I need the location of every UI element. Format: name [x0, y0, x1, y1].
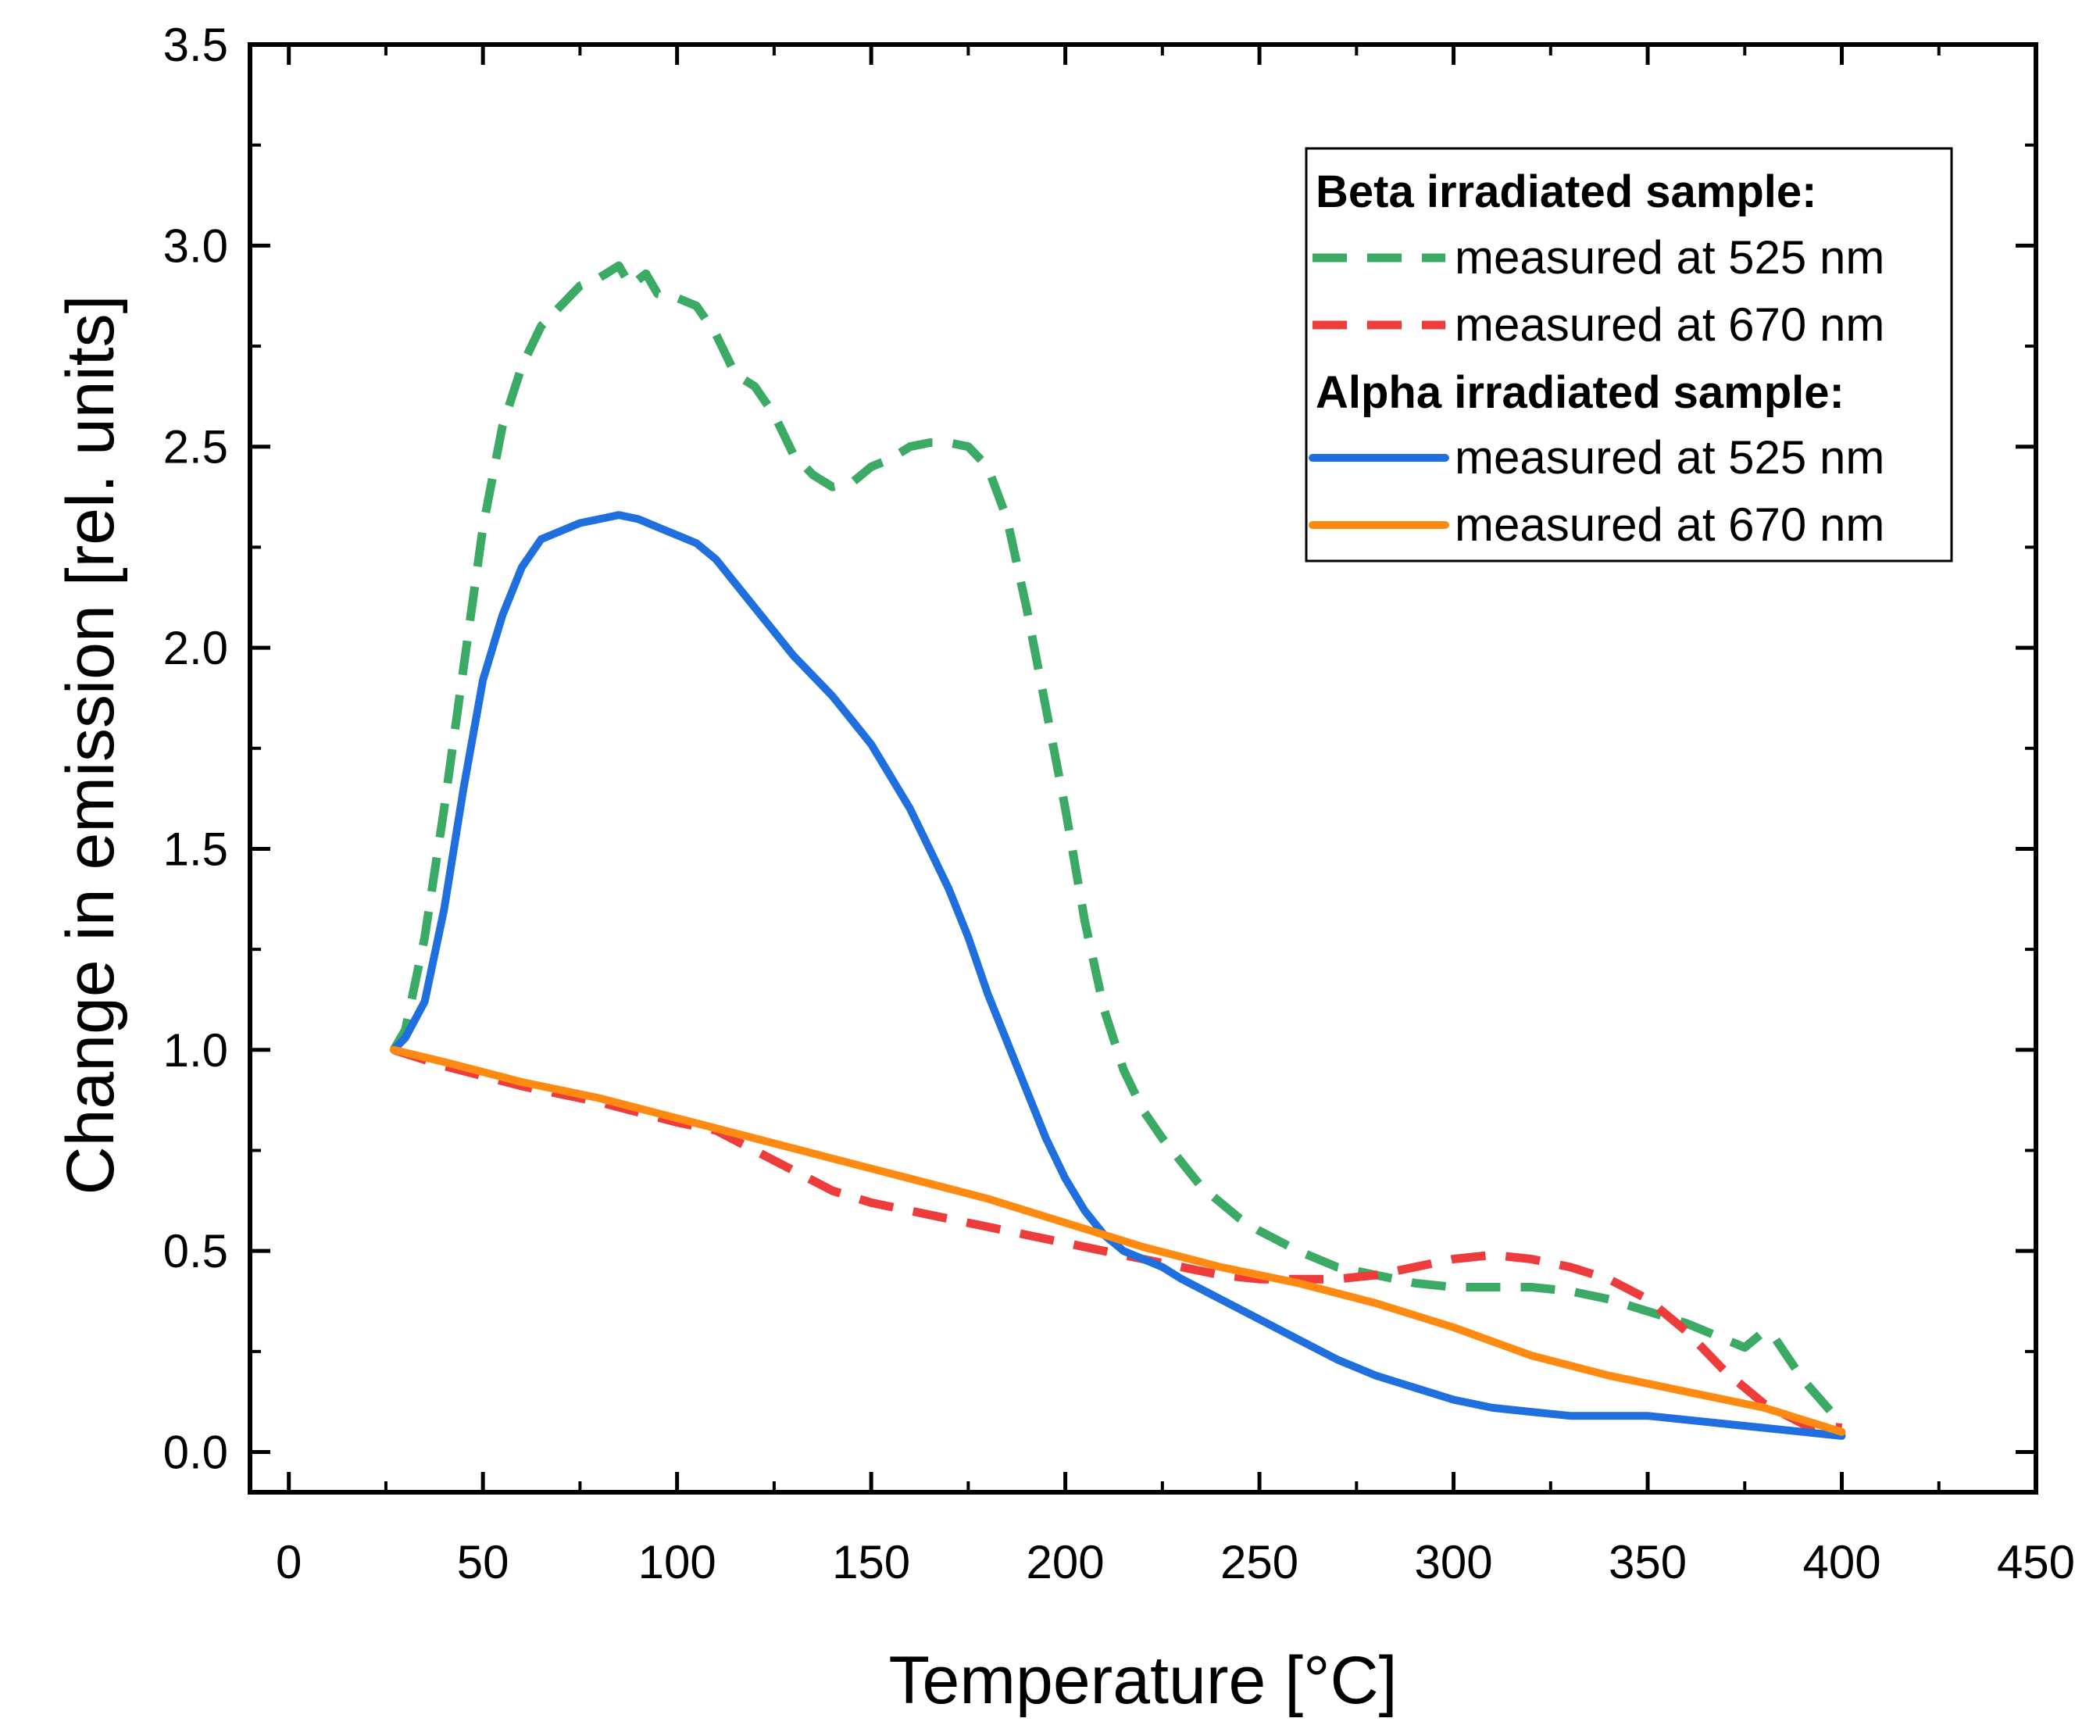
legend-heading-alpha: Alpha irradiated sample:: [1316, 367, 1845, 418]
x-tick-label: 350: [1609, 1536, 1687, 1588]
y-tick-label: 3.0: [163, 220, 228, 272]
x-tick-label: 450: [1997, 1536, 2075, 1588]
x-tick-label: 0: [276, 1536, 302, 1588]
legend-label-alpha-525: measured at 525 nm: [1455, 431, 1884, 484]
series-layer: [389, 261, 1846, 1440]
y-tick-label: 1.5: [163, 823, 228, 875]
x-tick-label: 200: [1027, 1536, 1105, 1588]
y-tick-label: 0.5: [163, 1225, 228, 1277]
legend: Beta irradiated sample: measured at 525 …: [1305, 147, 1953, 563]
x-tick-label: 300: [1415, 1536, 1493, 1588]
x-axis-title: Temperature [°C]: [889, 1643, 1398, 1718]
legend-label-beta-525: measured at 525 nm: [1455, 231, 1884, 284]
y-axis: 0.0 0.5 1.0 1.5 2.0 2.5 3.0 3.5: [163, 19, 2036, 1479]
series-line-alpha-525: [389, 511, 1846, 1440]
x-tick-label: 250: [1220, 1536, 1298, 1588]
x-axis: 0 50 100 150 200 250 300 350 400 450: [276, 45, 2075, 1588]
legend-label-beta-670: measured at 670 nm: [1455, 298, 1884, 351]
legend-label-alpha-670: measured at 670 nm: [1455, 498, 1884, 551]
y-tick-label: 1.0: [163, 1024, 228, 1077]
plot-frame: [248, 42, 2038, 1495]
x-tick-label: 400: [1802, 1536, 1880, 1588]
y-tick-label: 0.0: [163, 1427, 228, 1479]
y-tick-label: 2.5: [163, 421, 228, 473]
x-tick-label: 150: [832, 1536, 910, 1588]
series-line-beta-670: [392, 1045, 1843, 1433]
x-tick-label: 100: [638, 1536, 716, 1588]
legend-box: [1305, 147, 1953, 563]
x-tick-label: 50: [457, 1536, 509, 1588]
series-line-alpha-670: [389, 1045, 1846, 1436]
series-line-beta-525: [390, 261, 1845, 1427]
legend-heading-beta: Beta irradiated sample:: [1316, 166, 1816, 217]
y-tick-label: 2.0: [163, 622, 228, 674]
y-axis-title: Change in emission [rel. units]: [53, 295, 128, 1195]
y-tick-label: 3.5: [163, 19, 228, 71]
